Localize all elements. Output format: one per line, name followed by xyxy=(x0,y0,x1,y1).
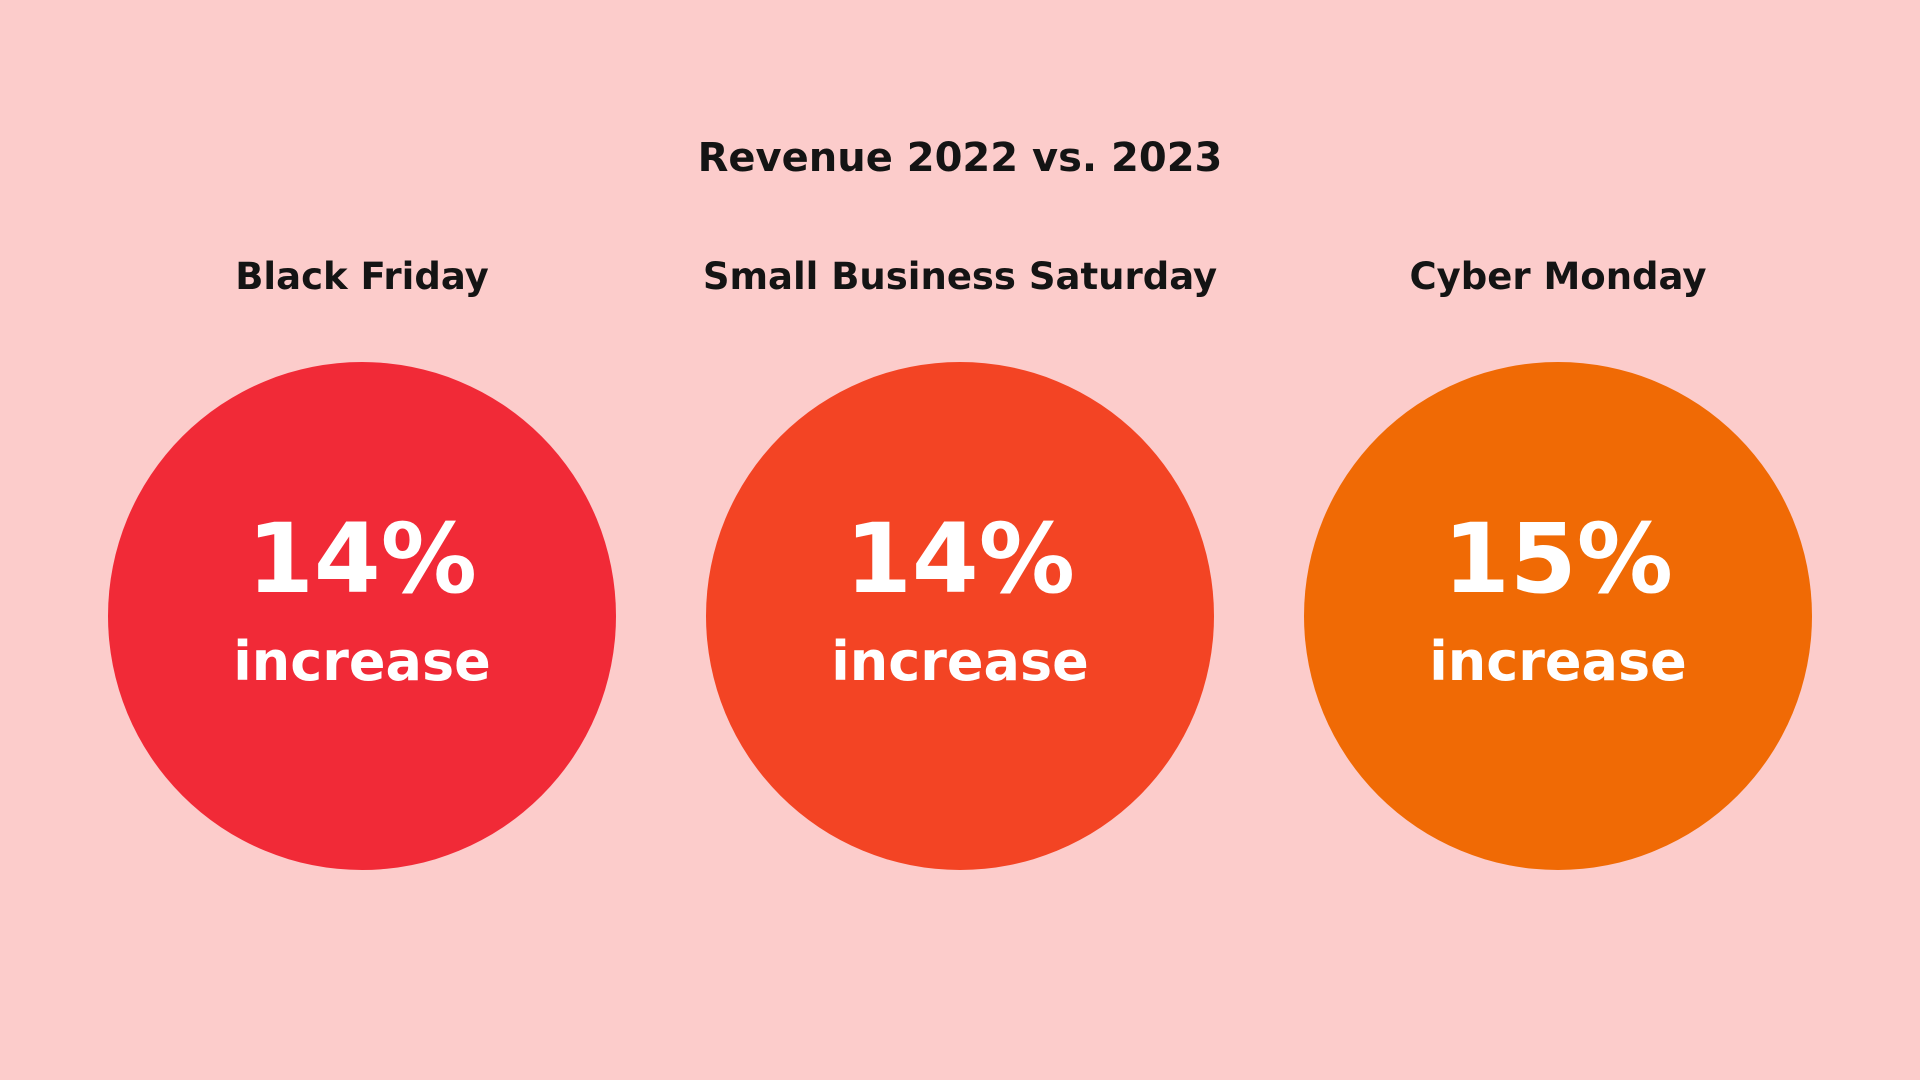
stat-value: 14% xyxy=(247,503,477,615)
stat-circle: 15% increase xyxy=(1304,362,1812,870)
stat-label: Small Business Saturday xyxy=(702,255,1218,298)
stat-cyber-monday: Cyber Monday 15% increase xyxy=(1278,250,1838,870)
stat-value: 15% xyxy=(1443,503,1673,615)
page-title: Revenue 2022 vs. 2023 xyxy=(697,135,1223,181)
stat-black-friday: Black Friday 14% increase xyxy=(82,250,642,870)
stat-small-business-saturday: Small Business Saturday 14% increase xyxy=(680,250,1240,870)
stat-label: Black Friday xyxy=(235,255,489,298)
stat-caption: increase xyxy=(233,630,491,693)
stat-circle: 14% increase xyxy=(706,362,1214,870)
stat-circle: 14% increase xyxy=(108,362,616,870)
stat-label: Cyber Monday xyxy=(1409,255,1707,298)
stat-value: 14% xyxy=(845,503,1075,615)
stat-caption: increase xyxy=(1429,630,1687,693)
stat-caption: increase xyxy=(831,630,1089,693)
